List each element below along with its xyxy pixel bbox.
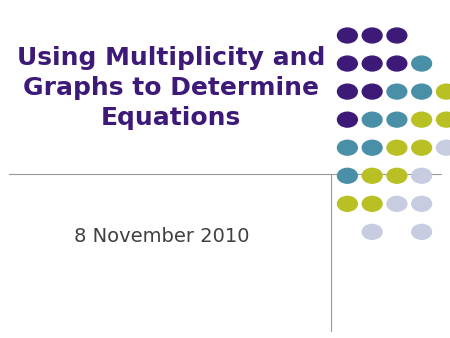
Circle shape xyxy=(436,84,450,99)
Circle shape xyxy=(338,28,357,43)
Circle shape xyxy=(412,84,432,99)
Circle shape xyxy=(338,56,357,71)
Circle shape xyxy=(412,112,432,127)
Circle shape xyxy=(436,140,450,155)
Circle shape xyxy=(412,56,432,71)
Circle shape xyxy=(412,196,432,211)
Circle shape xyxy=(387,140,407,155)
Circle shape xyxy=(387,196,407,211)
Circle shape xyxy=(387,56,407,71)
Circle shape xyxy=(362,224,382,239)
Circle shape xyxy=(338,84,357,99)
Circle shape xyxy=(387,112,407,127)
Circle shape xyxy=(412,140,432,155)
Circle shape xyxy=(338,196,357,211)
Circle shape xyxy=(362,84,382,99)
Circle shape xyxy=(387,84,407,99)
Circle shape xyxy=(338,168,357,183)
Circle shape xyxy=(412,224,432,239)
Circle shape xyxy=(338,140,357,155)
Circle shape xyxy=(362,140,382,155)
Circle shape xyxy=(362,168,382,183)
Circle shape xyxy=(412,168,432,183)
Circle shape xyxy=(362,28,382,43)
Circle shape xyxy=(362,196,382,211)
Circle shape xyxy=(362,112,382,127)
Circle shape xyxy=(436,112,450,127)
Circle shape xyxy=(338,112,357,127)
Text: Using Multiplicity and
Graphs to Determine
Equations: Using Multiplicity and Graphs to Determi… xyxy=(17,46,325,129)
Circle shape xyxy=(362,56,382,71)
Circle shape xyxy=(387,168,407,183)
Circle shape xyxy=(387,28,407,43)
Text: 8 November 2010: 8 November 2010 xyxy=(74,227,250,246)
